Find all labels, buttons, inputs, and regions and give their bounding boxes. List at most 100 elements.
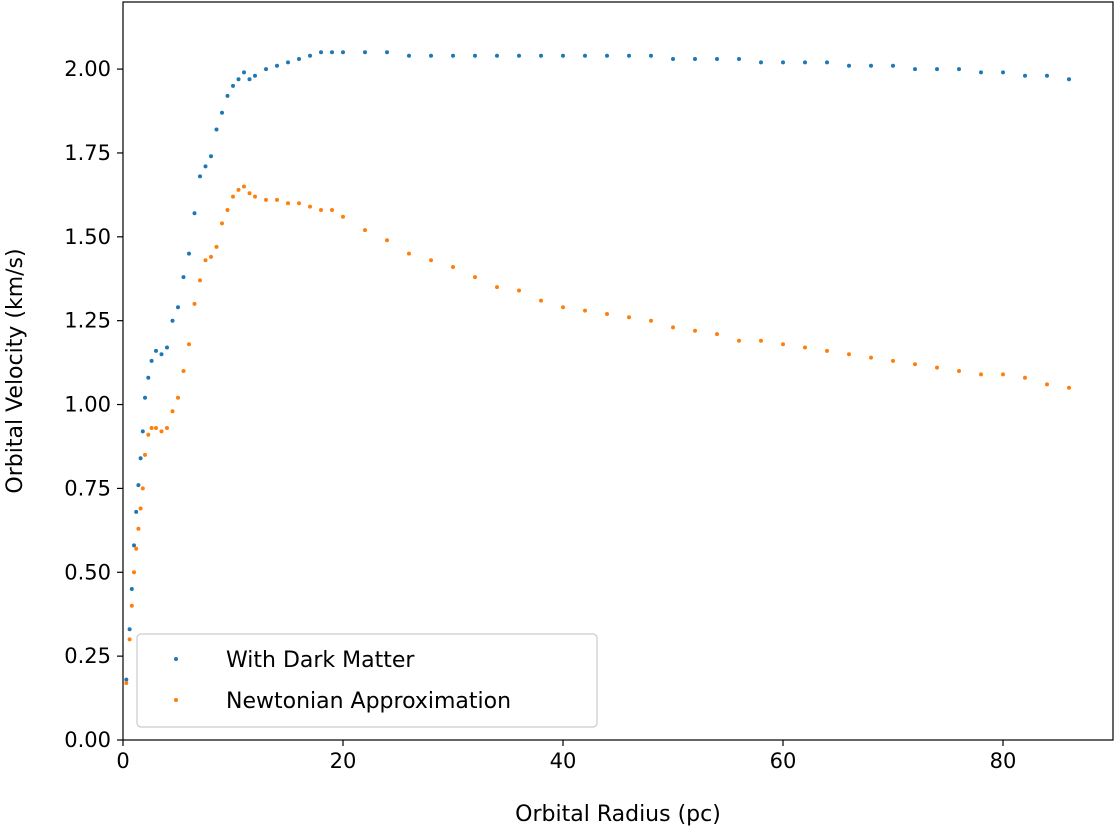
data-point bbox=[136, 483, 141, 488]
data-point bbox=[1001, 70, 1005, 75]
data-point bbox=[693, 57, 697, 61]
y-tick-label: 0.00 bbox=[64, 728, 111, 752]
data-point bbox=[220, 110, 224, 115]
data-point bbox=[517, 288, 521, 293]
data-point bbox=[143, 452, 147, 457]
data-point bbox=[146, 432, 151, 437]
data-point bbox=[891, 358, 895, 363]
data-point bbox=[198, 174, 202, 179]
data-point bbox=[363, 50, 367, 55]
data-point bbox=[187, 342, 191, 347]
data-point bbox=[869, 355, 873, 360]
data-point bbox=[132, 570, 136, 575]
data-point bbox=[253, 194, 257, 199]
data-point bbox=[1001, 372, 1005, 377]
data-point bbox=[561, 53, 565, 58]
data-point bbox=[154, 426, 158, 430]
data-point bbox=[495, 285, 499, 290]
data-point bbox=[165, 345, 169, 350]
data-point bbox=[209, 154, 213, 159]
data-point bbox=[165, 426, 169, 430]
data-point bbox=[539, 53, 543, 58]
data-point bbox=[957, 67, 961, 72]
data-point bbox=[979, 70, 983, 75]
data-point bbox=[159, 352, 164, 357]
data-point bbox=[605, 53, 609, 58]
data-point bbox=[181, 369, 186, 373]
data-point bbox=[138, 506, 143, 511]
legend-marker bbox=[174, 698, 178, 702]
data-point bbox=[220, 221, 224, 226]
data-point bbox=[264, 67, 268, 72]
data-point bbox=[605, 312, 609, 316]
data-point bbox=[132, 543, 136, 548]
data-point bbox=[341, 50, 345, 55]
data-point bbox=[451, 53, 455, 58]
data-point bbox=[1067, 77, 1071, 82]
data-point bbox=[385, 238, 389, 243]
data-point bbox=[759, 60, 763, 65]
x-tick-label: 80 bbox=[990, 749, 1017, 773]
data-point bbox=[1067, 385, 1071, 390]
data-point bbox=[236, 187, 241, 192]
legend-item: Newtonian Approximation bbox=[174, 689, 511, 714]
data-point bbox=[154, 348, 158, 353]
data-point bbox=[124, 681, 129, 685]
data-point bbox=[225, 208, 230, 212]
data-point bbox=[803, 60, 807, 65]
data-point bbox=[236, 77, 241, 82]
data-point bbox=[308, 53, 312, 58]
data-point bbox=[583, 308, 587, 313]
x-tick-label: 20 bbox=[330, 749, 357, 773]
data-point bbox=[242, 184, 246, 189]
data-point bbox=[473, 275, 477, 280]
data-point bbox=[451, 265, 455, 269]
data-point bbox=[170, 318, 175, 323]
data-point bbox=[737, 338, 741, 343]
y-axis-label: Orbital Velocity (km/s) bbox=[3, 248, 28, 493]
x-tick-label: 0 bbox=[116, 749, 129, 773]
data-point bbox=[134, 546, 139, 551]
data-point bbox=[149, 358, 154, 363]
data-point bbox=[286, 201, 290, 206]
y-tick-label: 0.25 bbox=[64, 644, 111, 668]
data-point bbox=[891, 63, 895, 68]
x-axis-label: Orbital Radius (pc) bbox=[515, 802, 721, 827]
data-point bbox=[407, 251, 411, 256]
data-point bbox=[231, 194, 235, 199]
y-tick-label: 1.00 bbox=[64, 393, 111, 417]
data-point bbox=[319, 50, 323, 55]
data-point bbox=[134, 509, 139, 514]
data-point bbox=[825, 348, 829, 353]
y-tick-label: 2.00 bbox=[64, 57, 111, 81]
data-point bbox=[146, 375, 151, 380]
data-point bbox=[957, 369, 961, 373]
data-point bbox=[671, 57, 675, 61]
data-point bbox=[187, 251, 191, 256]
data-point bbox=[517, 53, 521, 58]
data-point bbox=[138, 456, 143, 461]
data-point bbox=[803, 345, 807, 350]
data-point bbox=[583, 53, 587, 58]
legend-box bbox=[136, 633, 598, 728]
data-point bbox=[671, 325, 675, 330]
data-point bbox=[253, 73, 257, 78]
data-point bbox=[781, 342, 785, 347]
data-point bbox=[170, 409, 175, 414]
data-point bbox=[363, 228, 367, 233]
x-tick-label: 60 bbox=[770, 749, 797, 773]
data-point bbox=[429, 53, 433, 58]
series-2 bbox=[124, 184, 1071, 685]
legend-label: With Dark Matter bbox=[226, 648, 415, 673]
data-point bbox=[759, 338, 763, 343]
data-point bbox=[979, 372, 983, 377]
data-point bbox=[214, 244, 219, 249]
data-point bbox=[1023, 73, 1027, 78]
data-point bbox=[847, 352, 851, 357]
data-point bbox=[129, 603, 134, 608]
data-point bbox=[781, 60, 785, 65]
data-point bbox=[140, 429, 145, 434]
data-point bbox=[203, 164, 208, 169]
data-point bbox=[181, 275, 186, 280]
